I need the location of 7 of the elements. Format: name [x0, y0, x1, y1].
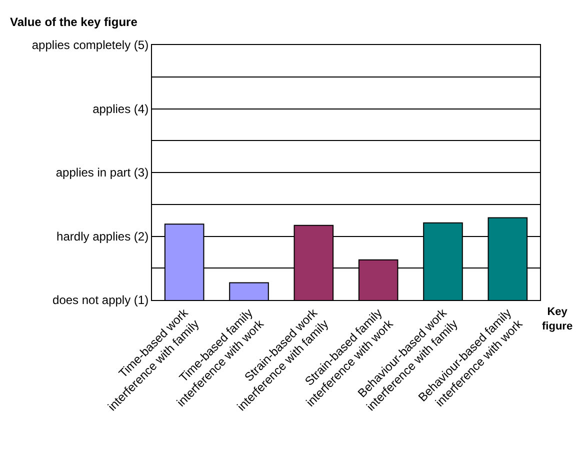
- y-tick-label: applies in part (3): [56, 166, 149, 180]
- y-tick-label: hardly applies (2): [56, 229, 149, 244]
- y-tick-label: applies completely (5): [32, 38, 149, 52]
- y-tick-label: does not apply (1): [52, 293, 149, 308]
- x-axis-title: Key figure: [542, 306, 573, 332]
- y-axis-title: Value of the key figure: [10, 15, 138, 29]
- y-tick-label: applies (4): [92, 102, 149, 116]
